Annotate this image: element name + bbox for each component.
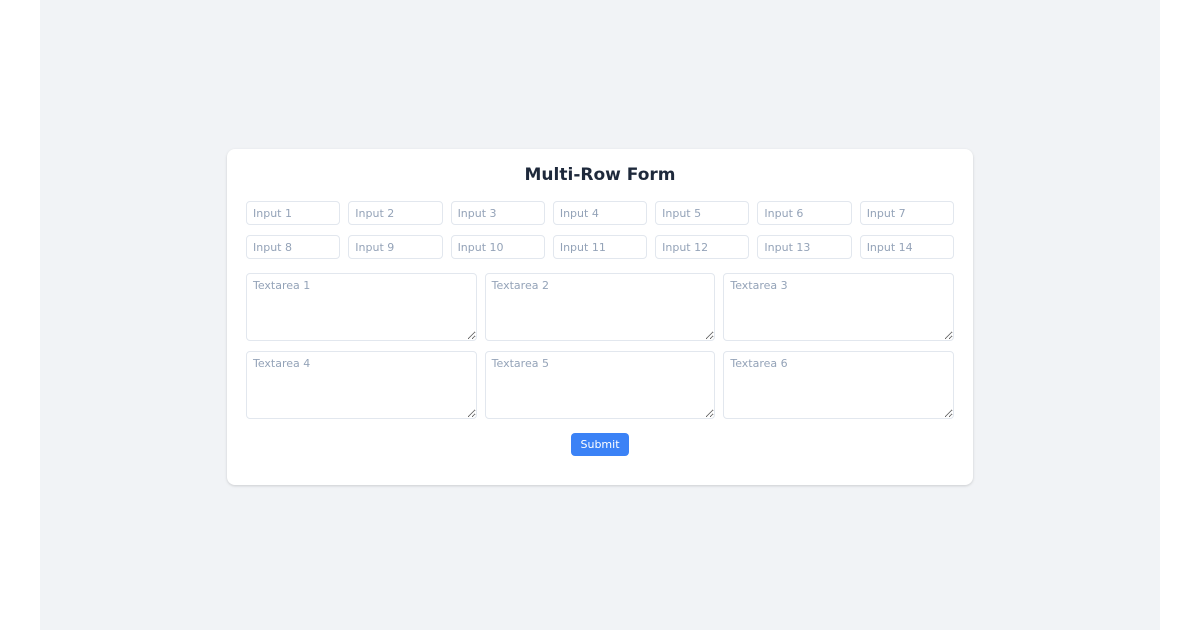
textarea-3[interactable]: [723, 273, 955, 341]
textarea-6[interactable]: [723, 351, 955, 419]
input-13[interactable]: [757, 235, 852, 259]
submit-row: Submit: [246, 433, 954, 456]
input-14[interactable]: [859, 235, 954, 259]
input-10[interactable]: [450, 235, 545, 259]
textarea-2[interactable]: [484, 273, 716, 341]
page-background: Multi-Row Form: [40, 0, 1160, 630]
input-3[interactable]: [450, 201, 545, 225]
form-title: Multi-Row Form: [524, 165, 676, 185]
input-4[interactable]: [552, 201, 648, 225]
textarea-row-1: [246, 273, 955, 341]
input-row-1: [246, 201, 954, 225]
input-6[interactable]: [757, 201, 852, 225]
textarea-4[interactable]: [246, 351, 477, 419]
multi-row-form: Submit: [246, 201, 955, 456]
form-card: Multi-Row Form: [227, 149, 973, 485]
input-5[interactable]: [655, 201, 750, 225]
input-8[interactable]: [246, 235, 341, 259]
input-9[interactable]: [348, 235, 443, 259]
input-row-2: [246, 235, 954, 259]
input-1[interactable]: [246, 201, 341, 225]
input-11[interactable]: [552, 235, 648, 259]
submit-button[interactable]: Submit: [571, 433, 629, 456]
textarea-row-2: [246, 351, 955, 419]
textarea-1[interactable]: [246, 273, 477, 341]
input-12[interactable]: [655, 235, 750, 259]
textarea-5[interactable]: [484, 351, 716, 419]
input-7[interactable]: [859, 201, 954, 225]
input-2[interactable]: [348, 201, 443, 225]
